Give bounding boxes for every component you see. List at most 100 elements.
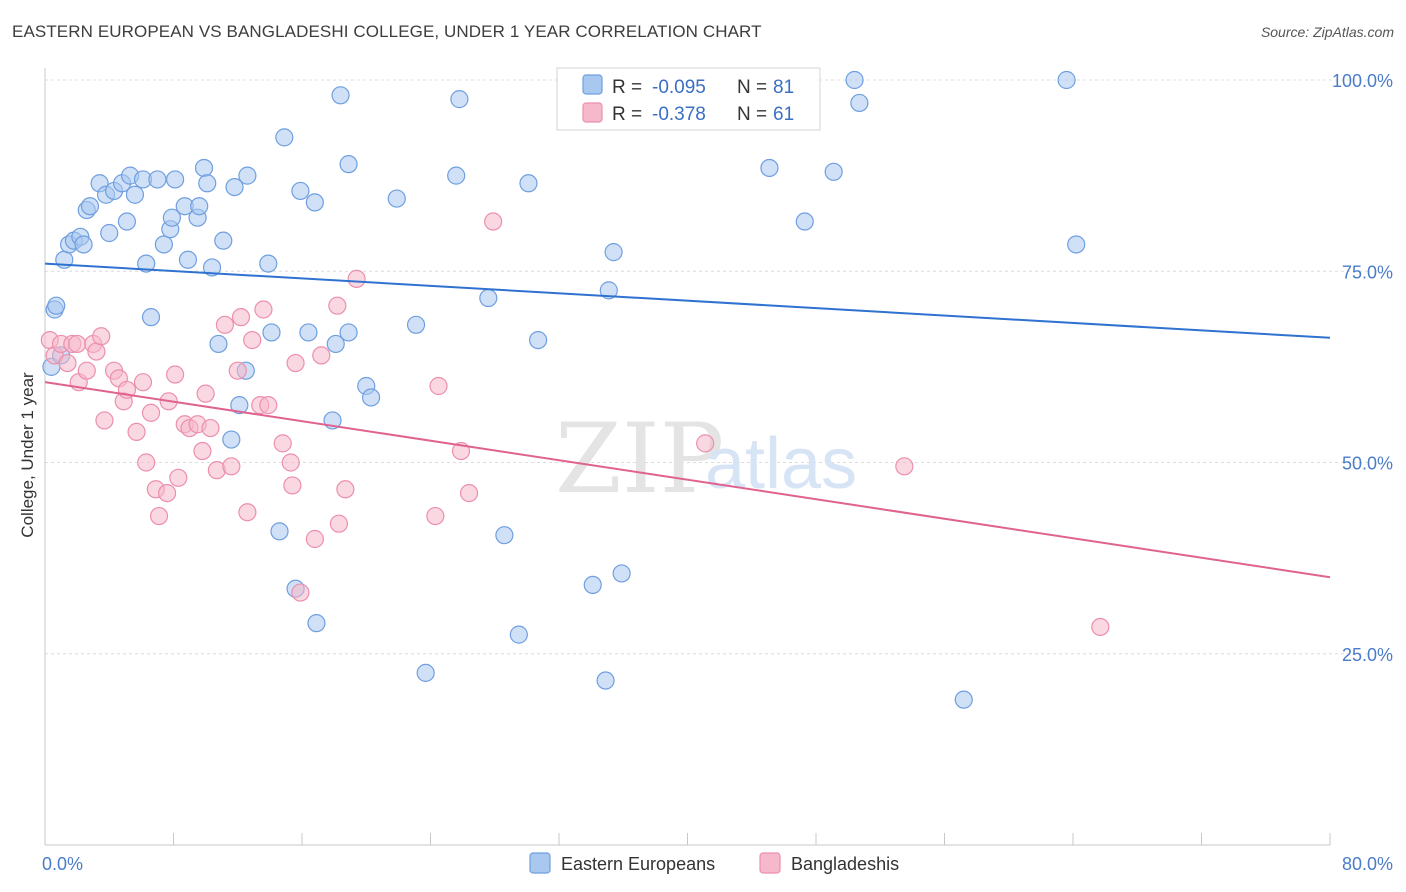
data-point-eastern-europeans — [47, 296, 66, 315]
data-point-bangladeshis — [127, 422, 146, 441]
legend-label-eastern-europeans: Eastern Europeans — [561, 854, 715, 874]
data-point-bangladeshis — [222, 457, 241, 476]
legend-n-value: 61 — [773, 104, 794, 125]
series-bangladeshis — [40, 212, 1110, 637]
data-point-eastern-europeans — [596, 671, 615, 690]
data-point-bangladeshis — [459, 484, 479, 503]
data-point-bangladeshis — [329, 514, 349, 533]
data-point-eastern-europeans — [178, 250, 198, 269]
data-point-eastern-europeans — [198, 174, 217, 193]
data-point-bangladeshis — [895, 457, 914, 476]
data-point-bangladeshis — [92, 327, 111, 346]
data-point-bangladeshis — [228, 361, 247, 380]
data-point-bangladeshis — [149, 506, 169, 526]
data-point-eastern-europeans — [275, 128, 294, 147]
correlation-legend: R = -0.095 N = 81 R = -0.378 N = 61 — [556, 67, 821, 131]
data-point-eastern-europeans — [447, 166, 466, 185]
data-point-bangladeshis — [286, 353, 305, 373]
axes — [44, 68, 1331, 846]
data-point-eastern-europeans — [387, 189, 406, 208]
data-point-eastern-europeans — [80, 197, 100, 216]
data-point-eastern-europeans — [125, 185, 145, 204]
data-point-eastern-europeans — [583, 575, 602, 595]
data-point-bangladeshis — [1091, 617, 1110, 637]
data-point-bangladeshis — [201, 418, 220, 438]
legend-swatch-eastern-europeans — [529, 852, 551, 874]
data-point-bangladeshis — [157, 484, 177, 503]
data-point-eastern-europeans — [339, 323, 358, 342]
data-point-eastern-europeans — [795, 212, 814, 231]
data-point-eastern-europeans — [117, 212, 137, 231]
x-tick-label: 0.0% — [42, 854, 83, 874]
data-point-bangladeshis — [328, 296, 347, 315]
watermark-zip: ZIP — [555, 403, 724, 515]
data-point-eastern-europeans — [850, 93, 869, 113]
legend-r-value: -0.378 — [652, 104, 706, 125]
data-point-bangladeshis — [283, 476, 302, 495]
data-point-bangladeshis — [347, 269, 366, 288]
y-tick-labels: 25.0% 50.0% 75.0% 100.0% — [1332, 71, 1393, 665]
legend-swatch-bangladeshis — [759, 852, 781, 874]
data-point-eastern-europeans — [529, 331, 548, 350]
data-point-eastern-europeans — [202, 258, 222, 277]
data-point-eastern-europeans — [612, 564, 631, 583]
y-axis-label: College, Under 1 year — [18, 372, 37, 538]
data-point-bangladeshis — [141, 403, 161, 422]
chart-title: EASTERN EUROPEAN VS BANGLADESHI COLLEGE,… — [12, 22, 762, 41]
data-point-bangladeshis — [243, 331, 262, 350]
data-point-eastern-europeans — [519, 174, 538, 193]
data-point-bangladeshis — [696, 434, 715, 453]
data-point-eastern-europeans — [100, 223, 119, 243]
data-point-bangladeshis — [196, 384, 215, 403]
data-point-eastern-europeans — [406, 315, 426, 334]
legend-label-bangladeshis: Bangladeshis — [791, 854, 899, 874]
data-point-eastern-europeans — [194, 158, 214, 178]
legend-r-label: R = — [612, 104, 642, 125]
data-point-eastern-europeans — [299, 323, 318, 342]
data-point-eastern-europeans — [190, 197, 209, 216]
data-point-bangladeshis — [238, 503, 257, 522]
legend-n-label: N = — [737, 77, 767, 98]
watermark-atlas: atlas — [705, 424, 857, 504]
data-point-bangladeshis — [215, 315, 234, 334]
x-tick-labels: 0.0% 80.0% — [42, 854, 1393, 874]
data-point-eastern-europeans — [238, 166, 257, 185]
data-point-bangladeshis — [273, 434, 292, 453]
series-legend: Eastern Europeans Bangladeshis — [529, 852, 899, 874]
source-label: Source: ZipAtlas.com — [1260, 24, 1394, 40]
data-point-eastern-europeans — [230, 396, 249, 415]
y-tick-label: 50.0% — [1342, 454, 1393, 474]
legend-r-value: -0.095 — [652, 77, 706, 98]
legend-swatch-bangladeshis — [582, 102, 603, 123]
data-point-eastern-europeans — [148, 170, 167, 189]
data-point-eastern-europeans — [416, 663, 435, 682]
data-point-bangladeshis — [137, 453, 156, 472]
trend-line-eastern-europeans — [44, 262, 1331, 339]
data-point-eastern-europeans — [141, 308, 161, 327]
watermark: ZIP atlas — [555, 403, 857, 515]
data-point-bangladeshis — [166, 365, 185, 384]
legend-n-label: N = — [737, 104, 767, 125]
data-point-eastern-europeans — [166, 170, 185, 189]
trend-line-bangladeshis — [44, 381, 1331, 579]
data-point-bangladeshis — [133, 373, 153, 392]
data-point-eastern-europeans — [479, 288, 498, 308]
x-tick-label: 80.0% — [1342, 854, 1393, 874]
data-point-bangladeshis — [336, 480, 355, 499]
data-point-eastern-europeans — [154, 235, 173, 254]
data-point-bangladeshis — [312, 346, 331, 365]
data-point-eastern-europeans — [450, 90, 469, 109]
data-point-eastern-europeans — [509, 625, 528, 644]
data-point-bangladeshis — [484, 212, 503, 231]
data-point-bangladeshis — [68, 334, 87, 354]
data-point-eastern-europeans — [760, 158, 779, 178]
data-point-eastern-europeans — [845, 70, 864, 90]
data-point-eastern-europeans — [599, 281, 618, 300]
data-point-eastern-europeans — [291, 181, 310, 201]
y-tick-label: 25.0% — [1342, 645, 1393, 665]
legend-r-label: R = — [612, 77, 642, 98]
data-point-eastern-europeans — [270, 522, 289, 541]
legend-swatch-eastern-europeans — [582, 74, 603, 95]
data-point-eastern-europeans — [262, 323, 281, 342]
data-point-bangladeshis — [95, 411, 114, 430]
